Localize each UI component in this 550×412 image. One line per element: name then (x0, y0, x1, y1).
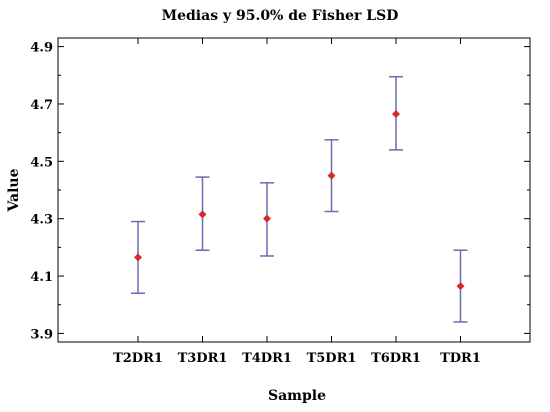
x-tick-label: T5DR1 (307, 351, 357, 366)
x-tick-label: T3DR1 (178, 351, 228, 366)
plot-frame (57, 37, 531, 343)
mean-point (392, 110, 400, 118)
x-axis: T2DR1 T3DR1 T4DR1 T5DR1 T6DR1 TDR1 (113, 38, 481, 366)
x-tick-label: TDR1 (440, 351, 481, 366)
x-axis-label: Sample (268, 388, 326, 404)
x-tick-label: T6DR1 (371, 351, 421, 366)
mean-point (198, 210, 207, 219)
mean-point (263, 214, 271, 223)
mean-point (327, 171, 336, 180)
mean-point (134, 253, 142, 262)
x-tick-label: T2DR1 (113, 351, 163, 366)
y-tick-label: 3.9 (30, 327, 53, 342)
mean-point (456, 282, 465, 291)
x-tick-label: T4DR1 (242, 351, 292, 366)
y-tick-label: 4.7 (30, 98, 53, 113)
y-tick-label: 4.9 (30, 41, 53, 56)
y-axis-label: Value (6, 168, 22, 212)
plot-marks (131, 75, 468, 323)
y-tick-label: 4.5 (30, 155, 53, 170)
y-tick-label: 4.3 (30, 213, 53, 228)
chart-title: Medias y 95.0% de Fisher LSD (162, 8, 399, 24)
y-tick-label: 4.1 (30, 270, 53, 285)
y-axis: 3.9 4.1 4.3 4.5 4.7 4.9 (30, 41, 530, 342)
